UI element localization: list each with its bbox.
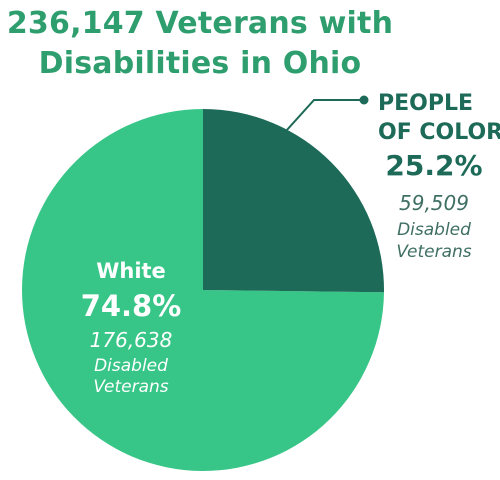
poc-leader-dot bbox=[359, 95, 369, 105]
white-desc-line1: Disabled bbox=[94, 356, 168, 376]
white-percent-label: 74.8% bbox=[81, 289, 182, 323]
poc-percent-label: 25.2% bbox=[385, 149, 482, 182]
poc-desc-line2: Veterans bbox=[396, 242, 471, 262]
poc-count-label: 59,509 bbox=[399, 191, 469, 215]
chart-title-line1: 236,147 Veterans with bbox=[6, 6, 394, 41]
pie-slice-white bbox=[22, 109, 384, 472]
poc-desc-line1: Disabled bbox=[397, 220, 471, 240]
white-desc-line2: Veterans bbox=[93, 377, 168, 397]
chart-title-line2: Disabilities in Ohio bbox=[38, 46, 362, 81]
pie-slice-people-of-color bbox=[203, 109, 385, 293]
poc-leader-line bbox=[285, 99, 360, 132]
white-name-label: White bbox=[96, 259, 166, 283]
poc-name-line1: PEOPLE bbox=[378, 91, 473, 116]
poc-name-line2: OF COLOR bbox=[378, 120, 500, 145]
white-count-label: 176,638 bbox=[90, 328, 173, 352]
chart-title: 236,147 Veterans with Disabilities in Oh… bbox=[0, 4, 400, 84]
